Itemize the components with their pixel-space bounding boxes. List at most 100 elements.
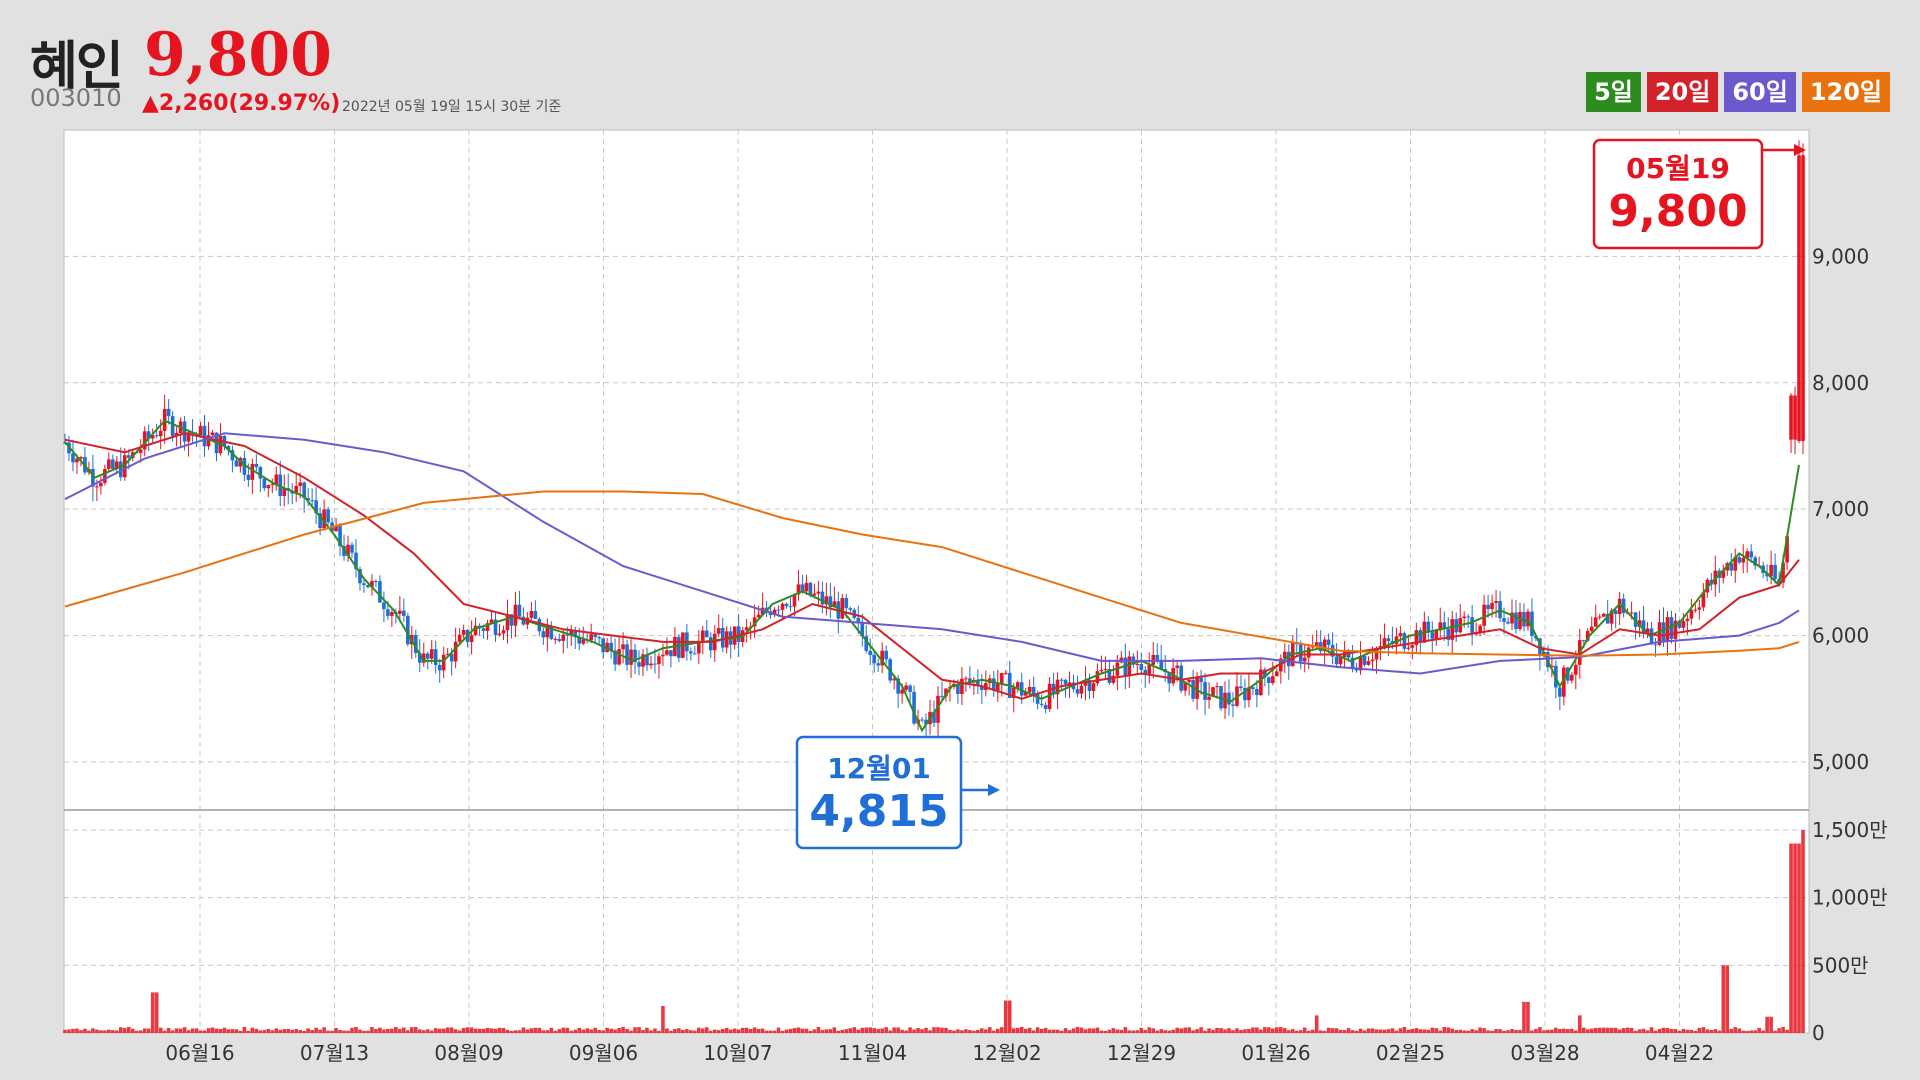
legend-ma60[interactable]: 60일 (1724, 72, 1796, 112)
volume-bar (103, 1030, 107, 1033)
candle-body (1103, 668, 1108, 670)
volume-bar (1510, 1028, 1514, 1033)
volume-bar (1350, 1030, 1355, 1033)
legend-ma120[interactable]: 120일 (1801, 72, 1890, 112)
candle-body (358, 568, 362, 584)
candle-body (1414, 630, 1419, 646)
candle-body (944, 688, 948, 697)
volume-bar (665, 1028, 669, 1033)
legend-ma5[interactable]: 5일 (1586, 72, 1641, 112)
candle-body (621, 644, 625, 650)
volume-bar (1047, 1029, 1052, 1033)
volume-bar (314, 1027, 318, 1033)
volume-bar (278, 1029, 283, 1033)
volume-bar (513, 1030, 518, 1033)
volume-bar (150, 992, 155, 1033)
candle-body (752, 617, 757, 627)
volume-bar (1486, 1030, 1490, 1033)
volume-bar (804, 1028, 809, 1033)
volume-bar (130, 1028, 135, 1033)
volume-bar (601, 1030, 605, 1033)
legend-ma20[interactable]: 20일 (1646, 72, 1719, 112)
candle-body (1275, 671, 1279, 677)
volume-bar (366, 1030, 370, 1033)
volume-bar (936, 1027, 940, 1033)
candle-body (1570, 674, 1574, 681)
volume-bar (1597, 1027, 1602, 1033)
candle-body (1550, 665, 1554, 668)
candle-body (573, 630, 578, 638)
volume-bar (904, 1030, 908, 1033)
volume-bar (521, 1027, 526, 1033)
volume-bar (968, 1030, 972, 1033)
candle-body (924, 719, 928, 725)
volume-bar (1123, 1027, 1128, 1033)
candle-body (425, 653, 430, 659)
volume-bar (593, 1027, 597, 1033)
candle-body (597, 637, 601, 639)
candle-body (1621, 598, 1626, 614)
volume-bar (330, 1030, 334, 1033)
candle-body (1255, 688, 1259, 696)
volume-bar (740, 1027, 745, 1033)
candle-body (1039, 703, 1044, 705)
candle-body (1494, 601, 1498, 603)
candle-body (1649, 628, 1654, 645)
y-tick-label: 9,000 (1812, 244, 1869, 268)
candle-body (968, 678, 972, 683)
candle-body (1267, 677, 1271, 684)
volume-bar (605, 1027, 609, 1033)
volume-bar (134, 1030, 139, 1033)
candle-body (904, 685, 908, 690)
candle-body (1147, 664, 1152, 675)
candle-body (804, 582, 809, 592)
candle-body (71, 453, 75, 463)
candle-body (122, 455, 127, 478)
candle-body (1613, 610, 1618, 615)
moving-averages (64, 419, 1800, 733)
candle-body (174, 432, 179, 437)
volume-bar (1091, 1028, 1096, 1033)
volume-bar (115, 1030, 119, 1033)
volume-bar (1426, 1029, 1431, 1033)
x-tick-label: 01월26 (1241, 1041, 1310, 1065)
volume-bar (932, 1027, 936, 1033)
candle-body (545, 626, 550, 638)
volume-bar (1538, 1027, 1542, 1033)
volume-bar (107, 1029, 111, 1033)
candle-body (1773, 565, 1777, 580)
volume-bar (1271, 1028, 1275, 1033)
volume-bar (1386, 1029, 1391, 1033)
candle-body (1067, 682, 1072, 685)
candle-body (649, 663, 653, 666)
candle-body (1665, 617, 1670, 642)
volume-bar (1067, 1030, 1072, 1033)
volume-bar (1669, 1029, 1674, 1033)
volume-bar (1785, 1029, 1789, 1033)
volume-bar (756, 1029, 761, 1033)
volume-bar (417, 1029, 422, 1033)
volume-bar (1282, 1028, 1287, 1033)
volume-bar (1167, 1030, 1171, 1033)
volume-bar (67, 1029, 71, 1033)
candle-body (310, 500, 314, 502)
candle-body (1530, 611, 1534, 636)
volume-bar (402, 1027, 406, 1033)
ma-legend: 5일 20일 60일 120일 (1586, 72, 1890, 112)
volume-bar (940, 1027, 944, 1033)
volume-bar (1713, 1029, 1718, 1033)
candle-body (1593, 617, 1598, 627)
volume-bar (693, 1030, 697, 1033)
candle-body (1462, 616, 1466, 619)
candle-body (1518, 611, 1522, 630)
candle-body (1661, 622, 1666, 642)
y-tick-label: 7,000 (1812, 497, 1869, 521)
candle-body (1187, 679, 1191, 683)
volume-bar (1593, 1027, 1598, 1033)
candle-body (441, 654, 446, 671)
x-tick-label: 09월06 (569, 1041, 638, 1065)
candle-body (1645, 628, 1650, 633)
volume-bar (864, 1027, 869, 1033)
candle-body (1522, 611, 1526, 627)
candle-body (453, 641, 458, 662)
